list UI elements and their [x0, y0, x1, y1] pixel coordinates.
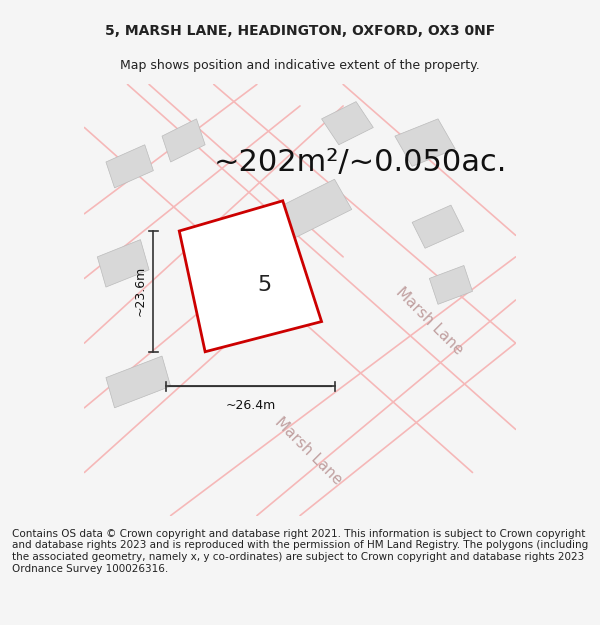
Polygon shape	[430, 266, 473, 304]
Text: 5, MARSH LANE, HEADINGTON, OXFORD, OX3 0NF: 5, MARSH LANE, HEADINGTON, OXFORD, OX3 0…	[105, 24, 495, 38]
Polygon shape	[322, 102, 373, 145]
Polygon shape	[265, 179, 352, 244]
Polygon shape	[106, 356, 170, 408]
Text: Marsh Lane: Marsh Lane	[393, 285, 466, 358]
Polygon shape	[162, 119, 205, 162]
Polygon shape	[412, 205, 464, 248]
Polygon shape	[179, 201, 322, 352]
Polygon shape	[97, 239, 149, 287]
Text: Map shows position and indicative extent of the property.: Map shows position and indicative extent…	[120, 59, 480, 72]
Text: ~23.6m: ~23.6m	[134, 266, 147, 316]
Text: Marsh Lane: Marsh Lane	[272, 414, 345, 488]
Text: ~202m²/~0.050ac.: ~202m²/~0.050ac.	[214, 148, 507, 176]
Polygon shape	[395, 119, 455, 166]
Text: ~26.4m: ~26.4m	[225, 399, 275, 412]
Polygon shape	[106, 145, 154, 188]
Text: 5: 5	[257, 275, 272, 295]
Text: Contains OS data © Crown copyright and database right 2021. This information is : Contains OS data © Crown copyright and d…	[12, 529, 588, 574]
